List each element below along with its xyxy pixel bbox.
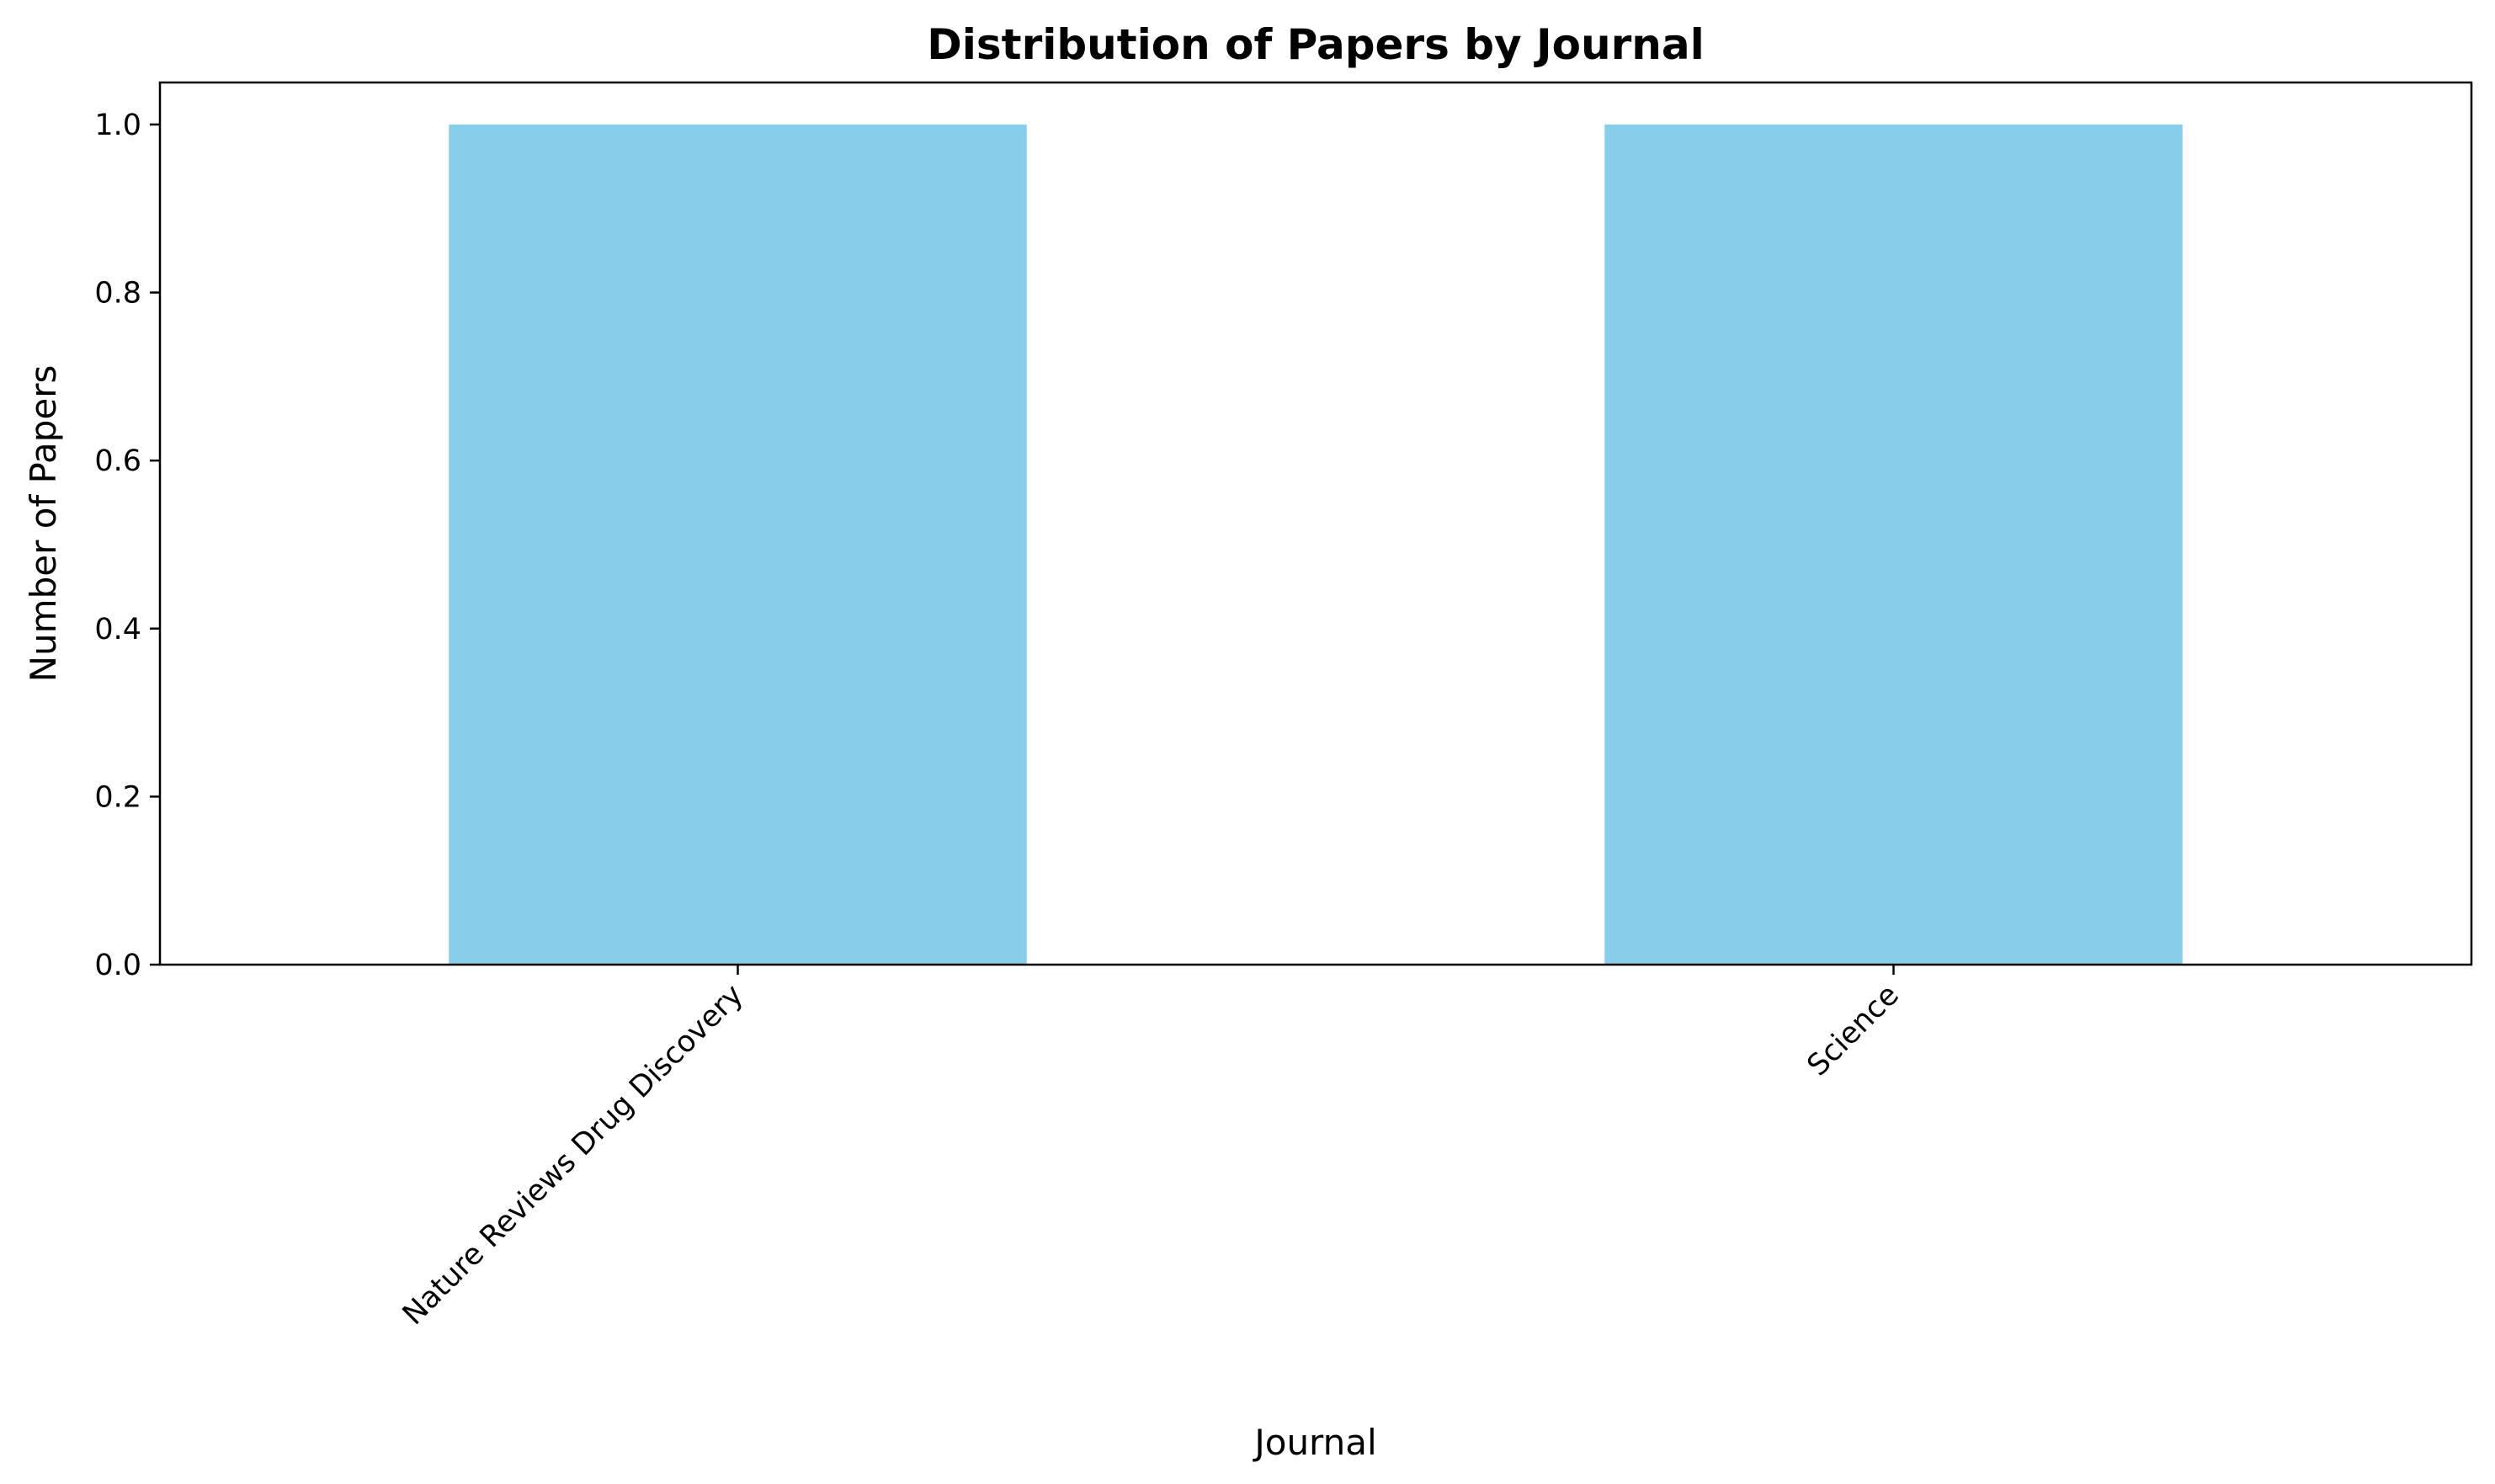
y-tick-label: 0.2 (94, 780, 141, 814)
x-tick-label: Science (1801, 978, 1906, 1082)
bar-0 (449, 124, 1027, 965)
x-tick-label: Nature Reviews Drug Discovery (396, 978, 750, 1332)
y-tick-label: 0.4 (94, 613, 141, 646)
y-tick-label: 0.0 (94, 949, 141, 982)
bar-1 (1604, 124, 2183, 965)
y-axis-label: Number of Papers (23, 365, 64, 683)
x-axis-label: Journal (1252, 1422, 1376, 1463)
chart-title: Distribution of Papers by Journal (927, 20, 1704, 69)
y-tick-label: 1.0 (94, 109, 141, 142)
bars-layer (449, 124, 2183, 965)
y-tick-label: 0.6 (94, 444, 141, 478)
plot-frame (158, 81, 2473, 966)
y-tick-label: 0.8 (94, 277, 141, 311)
